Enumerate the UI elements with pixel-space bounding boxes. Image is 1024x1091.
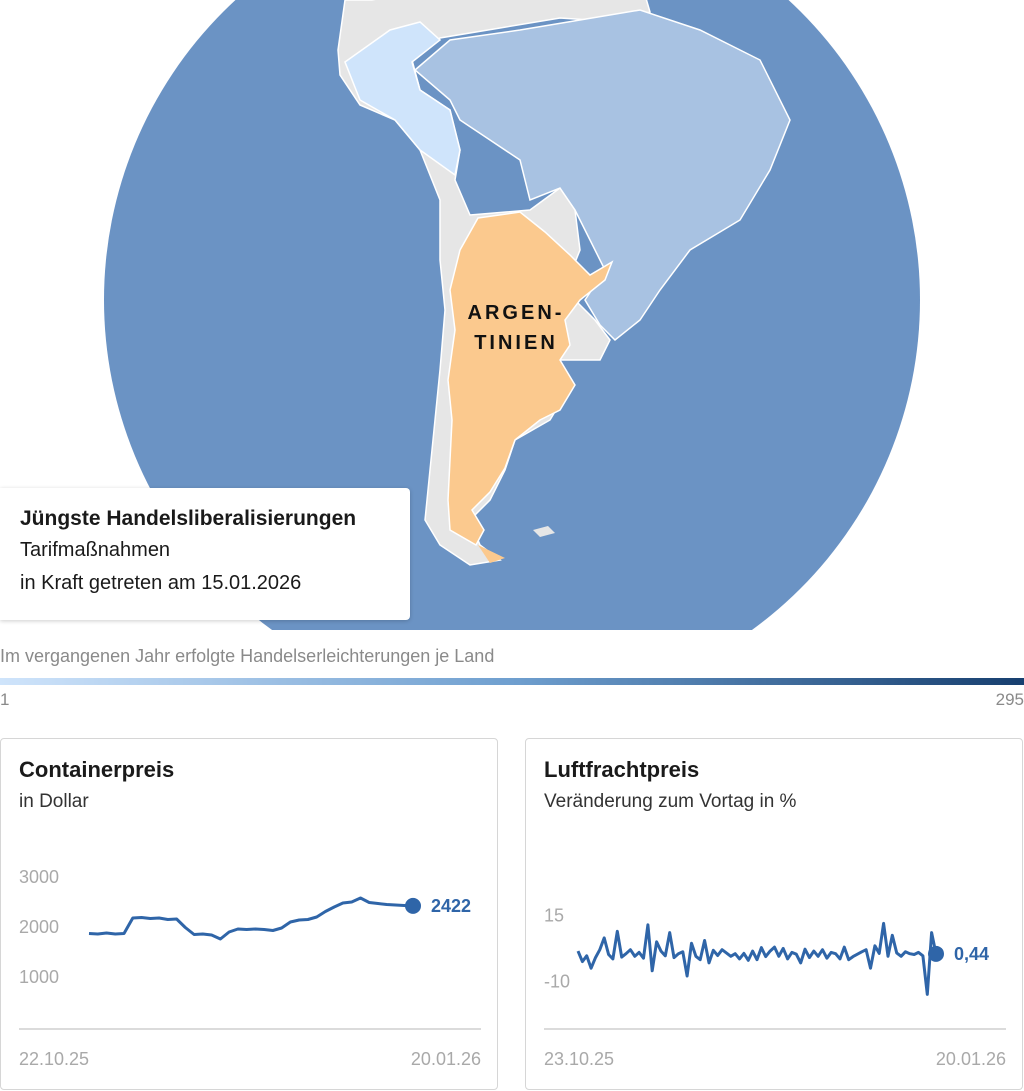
y-tick-label: 1000 [19,967,59,987]
x-end-label: 20.01.26 [411,1049,481,1069]
argentina-land [447,211,614,547]
map-area: ARGEN- TINIEN [104,0,920,630]
legend-title: Im vergangenen Jahr erfolgte Handelserle… [0,646,495,666]
air-freight-chart: 15 -10 23.10.25 20.01.26 0,44 [544,906,1006,1069]
info-line-1: Tarifmaßnahmen [20,539,171,561]
series-end-label: 0,44 [954,944,989,964]
x-start-label: 23.10.25 [544,1049,614,1069]
info-box: Jüngste Handelsliberalisierungen Tarifma… [0,488,410,620]
y-tick-label: 15 [544,906,564,926]
legend-min: 1 [0,690,10,709]
y-tick-label: 2000 [19,917,59,937]
country-label-line2: TINIEN [474,332,558,354]
card-subtitle: Veränderung zum Vortag in % [544,791,797,812]
south-america-map [104,0,920,630]
x-end-label: 20.01.26 [936,1049,1006,1069]
container-price-card: Containerpreis in Dollar 3000 2000 1000 22.… [0,738,498,1090]
series-line [576,921,938,996]
card-subtitle: in Dollar [19,791,89,812]
container-price-chart: 3000 2000 1000 22.10.25 20.01.26 2422 [19,867,481,1069]
legend-gradient-bar [0,678,1024,685]
card-title: Containerpreis [19,757,175,782]
info-line-2: in Kraft getreten am 15.01.2026 [20,572,302,594]
tierra-del-fuego [478,545,505,563]
series-end-point [405,897,421,914]
brazil-land [413,9,791,342]
card-title: Luftfrachtpreis [544,757,700,782]
country-label-line1: ARGEN- [467,302,565,324]
legend-max: 295 [995,690,1024,709]
series-end-label: 2422 [431,896,471,916]
x-start-label: 22.10.25 [19,1049,89,1069]
y-tick-label: 3000 [19,867,59,887]
falkland-islands [533,526,555,537]
country-label: ARGEN- TINIEN [458,298,574,358]
series-end-point [928,945,944,962]
peru-land [344,21,461,177]
info-title: Jüngste Handelsliberalisierungen [20,507,357,530]
series-line [88,896,414,941]
air-freight-card: Luftfrachtpreis Veränderung zum Vortag i… [525,738,1023,1090]
y-tick-label: -10 [544,971,570,991]
